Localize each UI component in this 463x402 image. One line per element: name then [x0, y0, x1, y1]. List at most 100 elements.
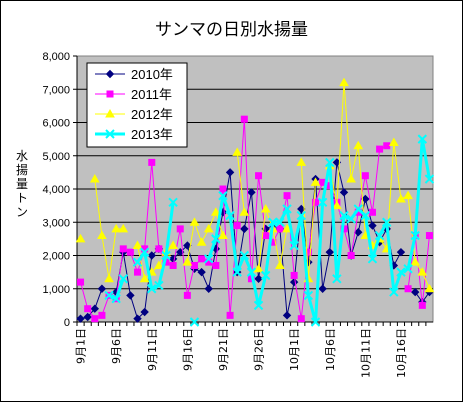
- data-point: [425, 232, 433, 240]
- data-point: [354, 228, 363, 237]
- y-tick-label: 8,000: [42, 51, 70, 63]
- data-point: [240, 224, 249, 234]
- data-point: [189, 317, 200, 327]
- data-point: [168, 240, 178, 250]
- legend-label: 2012年: [131, 107, 173, 122]
- data-point: [418, 301, 426, 309]
- data-point: [219, 185, 227, 193]
- data-point: [403, 264, 413, 274]
- data-point: [111, 294, 121, 304]
- x-tick-label: 10月6日: [324, 328, 337, 371]
- data-point: [325, 157, 335, 168]
- data-point: [296, 210, 306, 221]
- data-point: [75, 233, 86, 243]
- data-point: [182, 257, 193, 266]
- series-line: [407, 235, 430, 306]
- data-point: [404, 285, 412, 293]
- data-point: [289, 240, 299, 251]
- legend-label: 2011年: [131, 87, 172, 102]
- data-point: [382, 217, 392, 227]
- data-point: [247, 188, 256, 197]
- data-point: [361, 194, 370, 204]
- data-point: [218, 190, 228, 201]
- data-point: [374, 230, 385, 241]
- data-point: [76, 314, 85, 323]
- data-point: [282, 204, 292, 214]
- data-point: [253, 300, 264, 311]
- y-tick-label: 0: [64, 317, 70, 329]
- data-point: [310, 177, 321, 186]
- data-point: [104, 290, 114, 301]
- data-point: [226, 311, 234, 319]
- chart-title: サンマの日別水揚量: [155, 20, 308, 40]
- x-tick-label: 10月16日: [395, 328, 408, 378]
- data-point: [368, 208, 376, 216]
- data-point: [268, 217, 278, 227]
- y-tick-label: 3,000: [42, 217, 70, 229]
- data-point: [410, 230, 420, 241]
- data-point: [290, 271, 298, 279]
- data-point: [353, 204, 363, 214]
- data-point: [383, 142, 391, 150]
- data-point: [97, 230, 107, 240]
- data-point: [310, 317, 321, 327]
- y-tick-label: 5,000: [42, 151, 70, 163]
- data-point: [198, 255, 206, 263]
- data-point: [318, 284, 327, 293]
- data-point: [132, 240, 143, 250]
- data-point: [417, 267, 428, 276]
- data-point: [282, 311, 292, 320]
- legend-label: 2010年: [131, 67, 173, 82]
- data-point: [168, 197, 178, 208]
- data-point: [312, 198, 320, 206]
- data-point: [361, 172, 369, 180]
- x-tick-label: 9月21日: [217, 328, 230, 371]
- data-point: [339, 77, 349, 87]
- data-point: [410, 257, 421, 266]
- data-point: [339, 188, 349, 197]
- data-point: [347, 252, 355, 259]
- data-point: [183, 241, 192, 250]
- data-point: [368, 221, 377, 230]
- data-point: [262, 232, 270, 240]
- data-point: [424, 283, 435, 293]
- y-tick-label: 7,000: [42, 84, 70, 96]
- y-tick-label: 1,000: [42, 284, 70, 296]
- data-point: [396, 267, 406, 277]
- data-point: [189, 217, 200, 226]
- data-point: [332, 200, 342, 210]
- data-point: [346, 214, 356, 224]
- data-point: [183, 291, 191, 299]
- data-point: [253, 263, 264, 273]
- data-point: [134, 268, 142, 276]
- data-point: [105, 69, 115, 79]
- x-tick-label: 9月16日: [181, 328, 194, 371]
- data-point: [106, 90, 114, 98]
- data-point: [275, 217, 285, 227]
- data-point: [303, 290, 314, 301]
- data-point: [283, 192, 291, 200]
- data-point: [339, 210, 349, 221]
- data-point: [254, 274, 263, 283]
- data-point: [424, 174, 435, 184]
- data-point: [225, 210, 235, 221]
- data-point: [204, 254, 214, 264]
- data-point: [211, 234, 221, 244]
- data-point: [196, 237, 207, 246]
- data-point: [126, 291, 135, 300]
- data-point: [169, 261, 177, 269]
- data-point: [105, 108, 115, 118]
- data-point: [360, 210, 371, 221]
- data-point: [240, 115, 248, 123]
- data-point: [332, 274, 342, 284]
- data-point: [260, 203, 271, 213]
- data-point: [111, 223, 122, 233]
- y-tick-label: 2,000: [42, 251, 70, 263]
- data-point: [132, 257, 143, 267]
- x-tick-label: 9月1日: [75, 328, 88, 364]
- data-point: [297, 315, 305, 323]
- data-point: [97, 284, 107, 293]
- series-line: [207, 137, 431, 324]
- y-tick-label: 6,000: [42, 118, 70, 130]
- data-point: [148, 158, 156, 166]
